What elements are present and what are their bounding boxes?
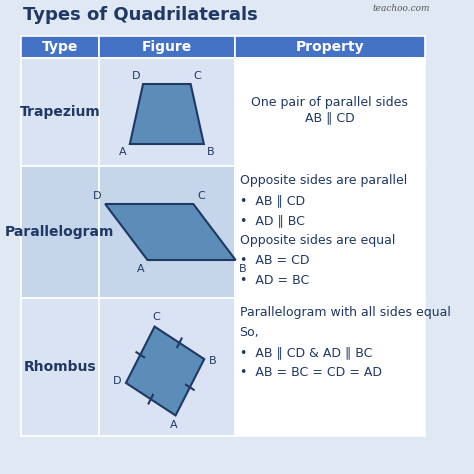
Polygon shape (105, 204, 236, 260)
Text: D: D (132, 71, 140, 81)
Bar (235, 298, 425, 436)
Text: Property: Property (296, 40, 364, 54)
Polygon shape (126, 327, 204, 415)
Bar (21, 58, 99, 166)
Bar (235, 58, 425, 166)
Text: C: C (197, 191, 205, 201)
Text: Parallelogram: Parallelogram (5, 225, 115, 239)
Text: A: A (170, 420, 178, 430)
Text: •  AB = BC = CD = AD: • AB = BC = CD = AD (239, 366, 382, 379)
Text: •  AD ∥ BC: • AD ∥ BC (239, 214, 304, 227)
Bar (99, 36, 235, 58)
Text: Opposite sides are parallel: Opposite sides are parallel (239, 174, 407, 187)
Polygon shape (130, 84, 204, 144)
Text: •  AB ∥ CD & AD ∥ BC: • AB ∥ CD & AD ∥ BC (239, 346, 372, 359)
Text: One pair of parallel sides: One pair of parallel sides (251, 95, 408, 109)
Text: C: C (194, 71, 201, 81)
Text: So,: So, (239, 326, 259, 339)
Text: Types of Quadrilaterals: Types of Quadrilaterals (23, 6, 257, 24)
Text: B: B (209, 356, 217, 366)
Bar (99, 166, 235, 298)
Bar (21, 298, 99, 436)
Bar (235, 36, 425, 58)
Text: D: D (113, 376, 121, 386)
Text: Rhombus: Rhombus (24, 360, 96, 374)
Bar (21, 166, 99, 298)
Text: D: D (93, 191, 101, 201)
Text: C: C (153, 311, 160, 321)
Text: •  AD = BC: • AD = BC (239, 274, 309, 287)
Bar (99, 298, 235, 436)
Text: •  AB = CD: • AB = CD (239, 254, 309, 267)
Text: •  AB ∥ CD: • AB ∥ CD (239, 194, 305, 207)
Bar (235, 166, 425, 298)
Bar (99, 58, 235, 166)
Text: Type: Type (42, 40, 78, 54)
Text: B: B (239, 264, 246, 274)
Text: AB ∥ CD: AB ∥ CD (305, 111, 355, 125)
Text: Figure: Figure (142, 40, 192, 54)
Bar (21, 36, 99, 58)
Text: Trapezium: Trapezium (19, 105, 100, 119)
Text: Opposite sides are equal: Opposite sides are equal (239, 234, 395, 247)
Text: teachoo.com: teachoo.com (373, 4, 430, 13)
Text: Parallelogram with all sides equal: Parallelogram with all sides equal (239, 306, 450, 319)
Text: B: B (207, 147, 215, 157)
Text: A: A (119, 147, 127, 157)
Text: A: A (137, 264, 144, 274)
